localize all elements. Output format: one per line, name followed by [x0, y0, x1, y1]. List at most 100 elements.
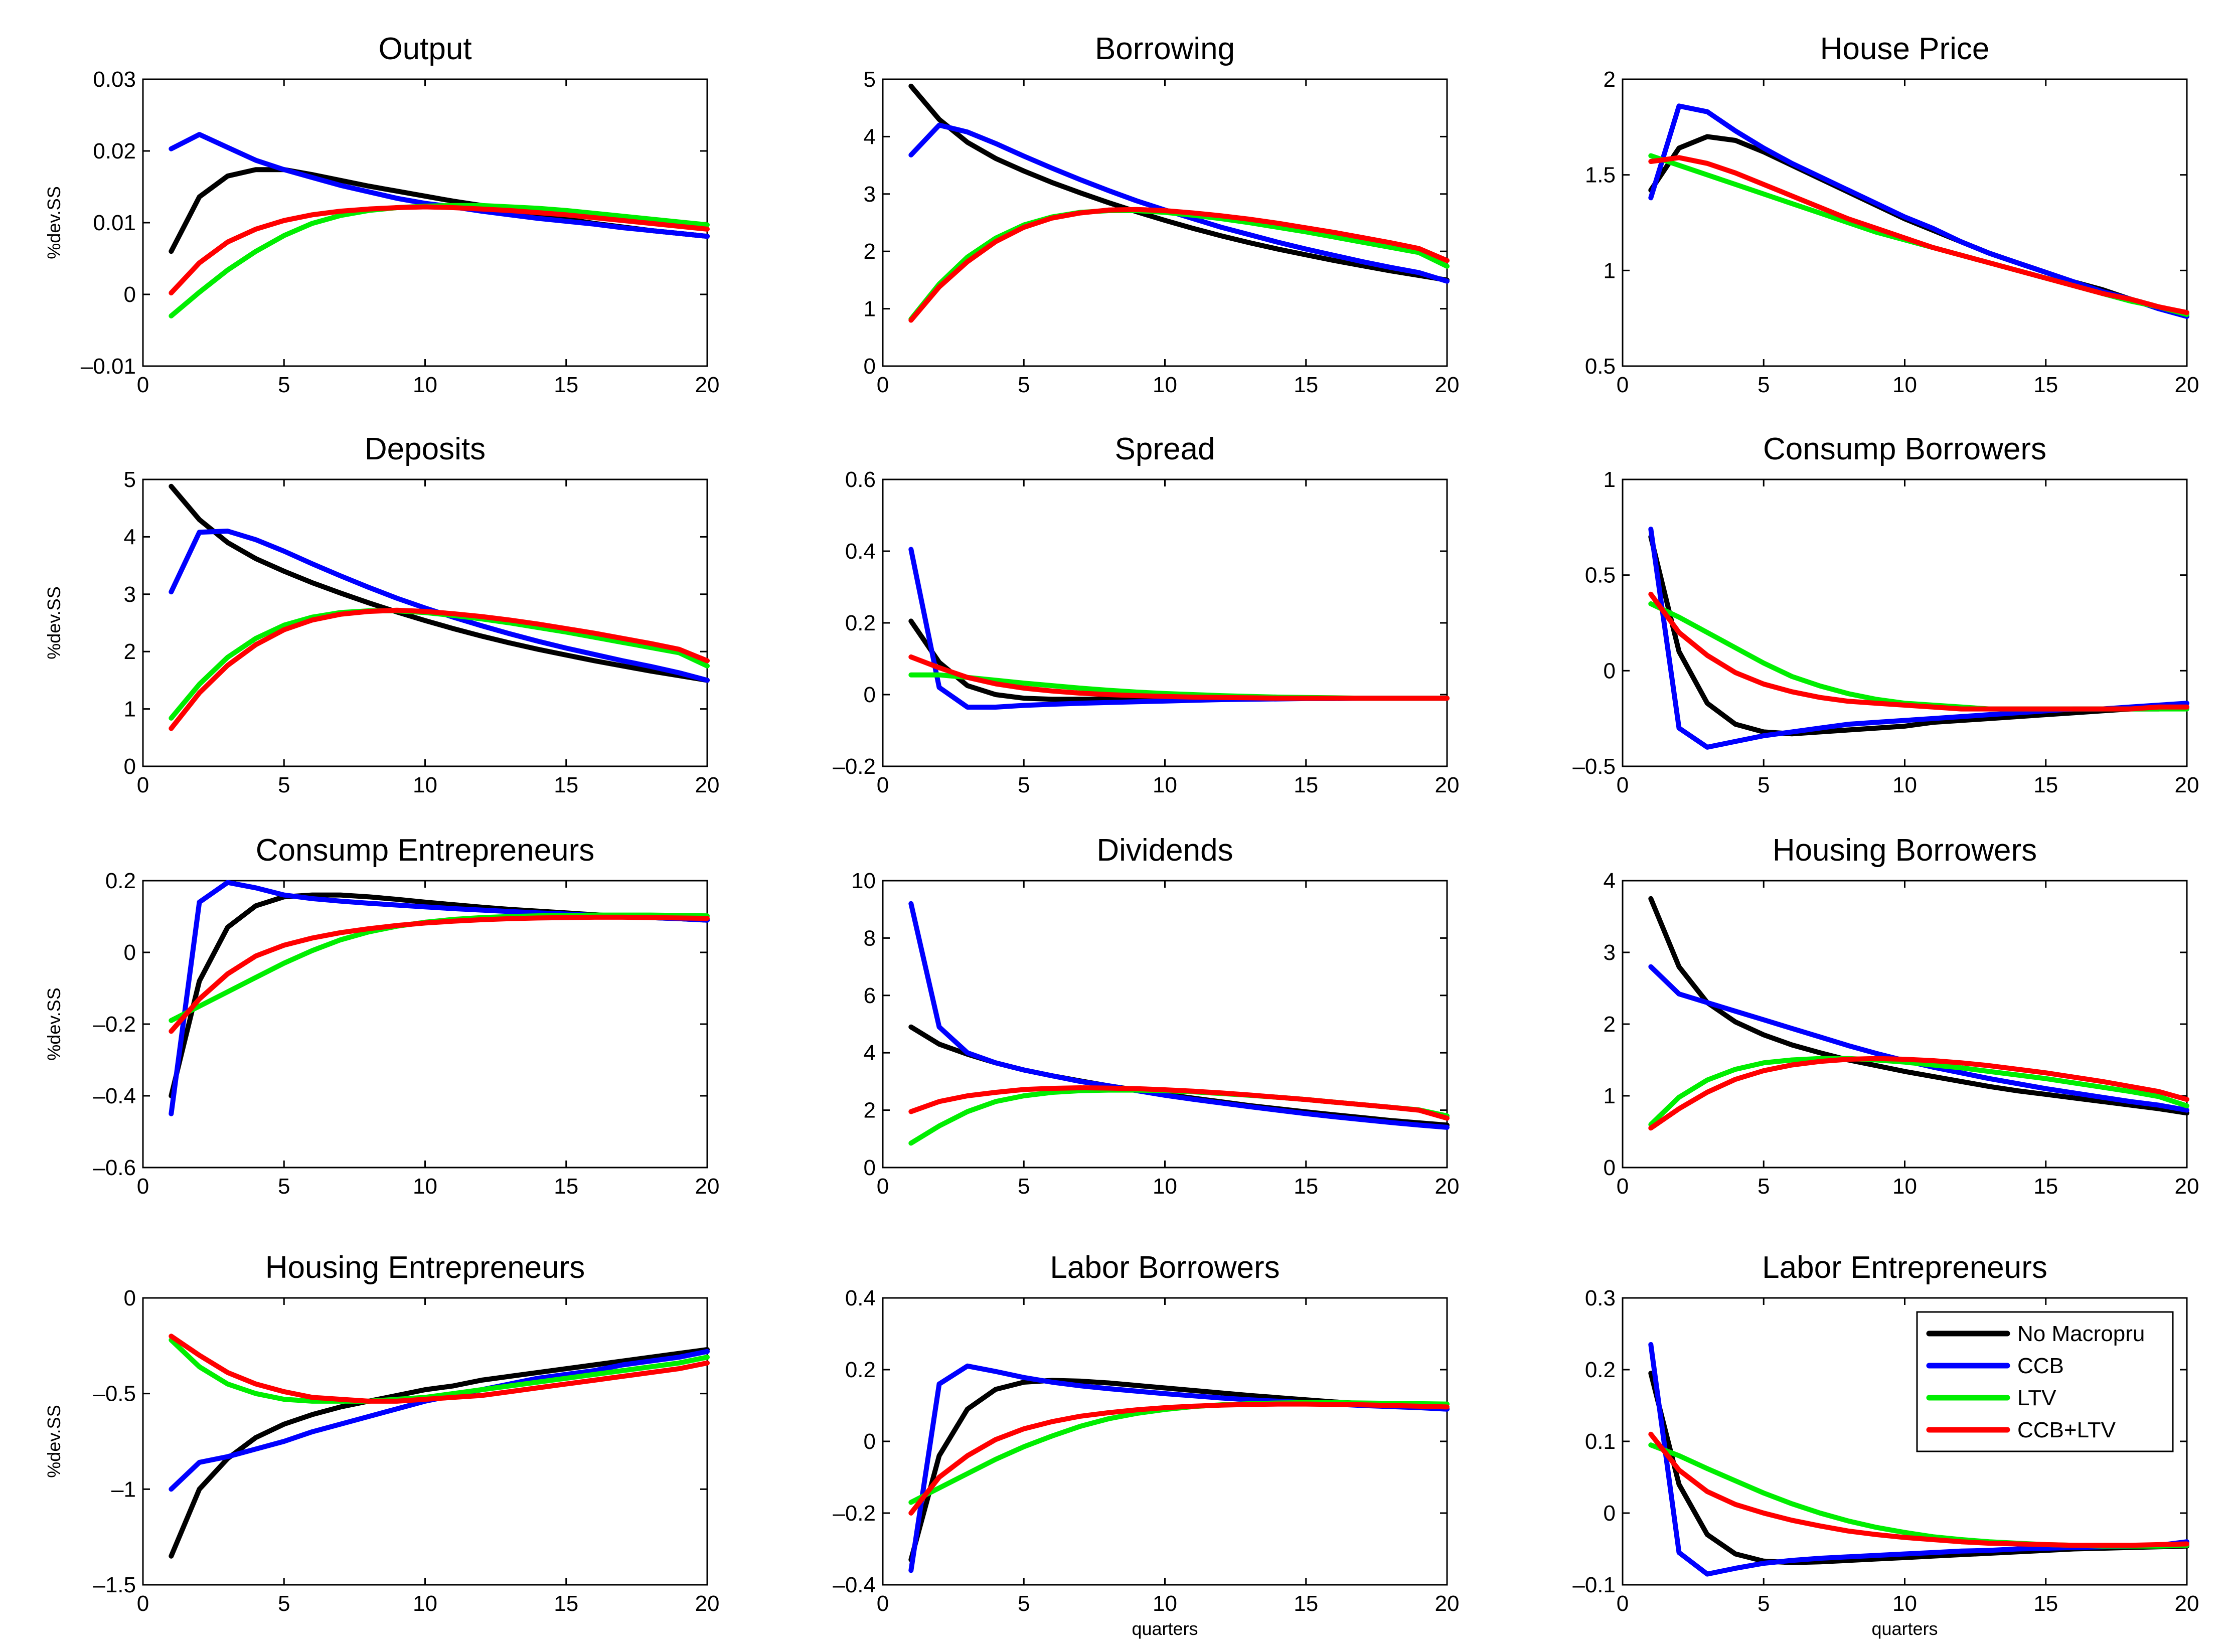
y-tick-label: 0	[124, 940, 136, 965]
axes-frame	[1622, 478, 2188, 767]
y-tick-label: 5	[124, 467, 136, 492]
series-line-ccb-ltv	[169, 914, 710, 1034]
panel-borrowing: Borrowing 0 5 10 15 20 0 1 2 3 4 5	[864, 32, 1460, 397]
x-tick-label: 5	[1758, 1174, 1770, 1199]
y-tick-label: 1	[124, 697, 136, 722]
x-tick-label: 10	[413, 1174, 437, 1199]
panel-labor-borrowers: Labor Borrowers 0 5 10 15 20 –0.4 –0.2 0 0.2 0.4 qu…	[833, 1250, 1459, 1639]
x-tick-label: 10	[1153, 773, 1177, 797]
y-tick-label: 1	[864, 297, 876, 321]
x-tick-label: 20	[2175, 1591, 2199, 1616]
y-axis-label: %dev.SS	[44, 586, 64, 659]
x-tick-label: 15	[1294, 1591, 1318, 1616]
x-tick-label: 0	[877, 373, 889, 397]
panel-title: Housing Borrowers	[1773, 833, 2037, 868]
x-tick-label: 0	[1617, 1174, 1629, 1199]
y-tick-label: 0.03	[93, 67, 136, 92]
y-tick-label: –0.5	[93, 1382, 136, 1406]
y-tick-label: 0.1	[1585, 1429, 1616, 1454]
panel-title: Dividends	[1096, 833, 1233, 868]
x-tick-label: 5	[1018, 373, 1030, 397]
y-tick-label: 1	[1604, 1084, 1616, 1108]
x-tick-label: 20	[695, 773, 720, 797]
x-tick-label: 15	[2033, 373, 2058, 397]
series-line-ccb-ltv	[908, 207, 1450, 323]
panel-house-price: House Price 0 5 10 15 20 0.5 1 1.5 2	[1585, 32, 2199, 397]
x-tick-label: 0	[877, 1174, 889, 1199]
y-tick-label: 3	[1604, 940, 1616, 965]
y-tick-label: 0.2	[845, 611, 876, 635]
x-tick-label: 10	[1892, 1591, 1917, 1616]
y-tick-label: 0	[1604, 658, 1616, 683]
series-line-no-macropru	[908, 1024, 1450, 1128]
series-line-no-macropru	[1648, 134, 2189, 317]
y-tick-label: 0	[124, 1286, 136, 1310]
x-tick-label: 10	[1153, 1174, 1177, 1199]
series-line-ccb-ltv	[1648, 1056, 2189, 1131]
y-tick-label: 0.2	[845, 1358, 876, 1382]
y-tick-label: 8	[864, 926, 876, 950]
x-tick-label: 5	[1758, 373, 1770, 397]
axes-frame	[882, 478, 1448, 767]
y-tick-label: –1	[111, 1477, 136, 1502]
series-line-ccb	[1648, 527, 2189, 750]
x-tick-label: 5	[278, 1174, 290, 1199]
y-tick-label: –0.1	[1572, 1573, 1616, 1597]
x-tick-label: 15	[1294, 373, 1318, 397]
y-tick-label: 0	[864, 683, 876, 707]
y-tick-label: 2	[1604, 1012, 1616, 1037]
x-tick-label: 0	[137, 1174, 149, 1199]
x-axis-label: quarters	[1132, 1618, 1198, 1639]
x-tick-label: 20	[1435, 773, 1460, 797]
x-tick-label: 10	[1892, 773, 1917, 797]
y-tick-label: 5	[864, 67, 876, 92]
x-tick-label: 15	[2033, 1591, 2058, 1616]
panel-title: Deposits	[365, 432, 486, 466]
axes-frame	[1622, 78, 2188, 367]
axes-frame	[1622, 880, 2188, 1169]
series-line-ccb-ltv	[169, 204, 710, 296]
y-tick-label: 4	[864, 124, 876, 149]
y-axis-label: %dev.SS	[44, 1405, 64, 1477]
x-tick-label: 20	[695, 373, 720, 397]
panel-title: Borrowing	[1095, 32, 1235, 66]
x-tick-label: 15	[2033, 773, 2058, 797]
legend-label-no-macropru: No Macropru	[2017, 1321, 2145, 1346]
series-line-ltv	[1648, 1442, 2189, 1549]
series-line-ltv	[169, 1337, 710, 1404]
x-tick-label: 5	[278, 773, 290, 797]
x-tick-label: 15	[554, 1174, 578, 1199]
series-line-no-macropru	[1648, 896, 2189, 1116]
x-tick-label: 0	[137, 373, 149, 397]
x-tick-label: 10	[413, 1591, 437, 1616]
y-tick-label: 0	[864, 1429, 876, 1454]
y-tick-label: 0	[1604, 1501, 1616, 1526]
panel-housing-borrowers: Housing Borrowers 0 5 10 15 20 0 1 2 3 4	[1604, 833, 2199, 1199]
series-line-ccb	[908, 901, 1450, 1130]
y-tick-label: 1	[1604, 258, 1616, 283]
x-tick-label: 20	[2175, 773, 2199, 797]
y-tick-label: 2	[864, 1098, 876, 1123]
y-tick-label: –1.5	[93, 1573, 136, 1597]
panel-title: Labor Borrowers	[1050, 1250, 1280, 1285]
y-tick-label: 1.5	[1585, 163, 1616, 188]
series-line-ltv	[1648, 1056, 2189, 1127]
y-tick-label: 0	[124, 282, 136, 307]
y-tick-label: –0.6	[93, 1155, 136, 1180]
x-tick-label: 0	[877, 773, 889, 797]
x-tick-label: 0	[137, 773, 149, 797]
y-tick-label: 0.5	[1585, 354, 1616, 379]
y-tick-label: –0.2	[833, 754, 876, 779]
x-tick-label: 0	[877, 1591, 889, 1616]
y-tick-label: 0	[864, 1155, 876, 1180]
series-line-ltv	[169, 912, 710, 1023]
axes-frame	[882, 880, 1448, 1169]
series-line-ccb-ltv	[169, 1334, 710, 1404]
y-tick-label: 0.2	[1585, 1358, 1616, 1382]
x-tick-label: 10	[1892, 373, 1917, 397]
x-tick-label: 0	[1617, 1591, 1629, 1616]
x-tick-label: 15	[1294, 1174, 1318, 1199]
